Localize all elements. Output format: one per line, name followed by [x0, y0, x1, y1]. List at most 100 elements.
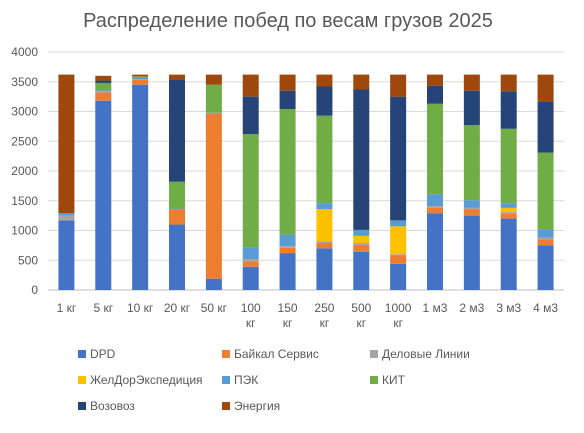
bar-segment [427, 103, 443, 195]
bar-segment [169, 181, 185, 209]
bar-segment [537, 74, 554, 102]
bar-segment [242, 134, 259, 248]
bar-segment [95, 91, 112, 93]
legend-label: Деловые Линии [382, 347, 470, 361]
bar-segment [537, 237, 554, 240]
bar-stack [95, 75, 112, 290]
bar-segment [205, 278, 222, 290]
bar-segment [463, 125, 480, 201]
legend-item: Возовоз [78, 399, 135, 413]
bar-segment [463, 209, 480, 216]
bar-segment [279, 74, 296, 91]
bar-segment [169, 209, 185, 225]
bar-segment [390, 263, 407, 290]
bar-segment [205, 74, 222, 85]
bars [58, 74, 554, 290]
bar-segment [353, 229, 370, 236]
legend: DPD Байкал Сервис Деловые Линии ЖелДорЭкспе… [78, 347, 470, 413]
legend-label: ПЭК [234, 373, 258, 387]
bar-segment [390, 254, 407, 256]
x-tick-label: 5 кг [93, 301, 113, 315]
y-tick-label: 500 [18, 253, 38, 267]
legend-swatch [370, 376, 378, 384]
legend-swatch [222, 402, 230, 410]
legend-label: ЖелДорЭкспедиция [90, 373, 203, 387]
chart-title: Распределение побед по весам грузов 2025 [83, 10, 493, 32]
x-tick-label: 10 кг [127, 301, 154, 315]
bar-segment [205, 112, 222, 114]
bar-segment [242, 96, 259, 135]
bar-segment [390, 226, 407, 255]
bar-segment [537, 229, 554, 238]
x-tick-label: 20 кг [164, 301, 191, 315]
bar-segment [242, 266, 259, 290]
bar-segment [169, 224, 185, 290]
bar-stack [242, 74, 259, 290]
bar-stack [463, 74, 480, 290]
y-tick-label: 2500 [11, 134, 38, 148]
bar-segment [279, 234, 296, 246]
bar-segment [427, 194, 443, 207]
bar-segment [242, 74, 259, 97]
bar-segment [132, 84, 149, 290]
bar-segment [279, 90, 296, 110]
bar-segment [500, 74, 517, 92]
bar-segment [427, 207, 443, 214]
bar-stack [316, 74, 333, 290]
legend-swatch [222, 376, 230, 384]
bar-segment [169, 208, 185, 210]
legend-swatch [78, 402, 86, 410]
bar-segment [132, 76, 149, 78]
bar-segment [500, 207, 517, 213]
bar-segment [242, 261, 259, 267]
x-axis: 1 кг 5 кг 10 кг 20 кг 50 кг 100 кг 150 кг 250 кг 50… [57, 301, 559, 330]
bar-stack [427, 74, 443, 290]
bar-segment [537, 239, 554, 246]
x-tick-label: 1 м3 [423, 301, 448, 315]
bar-segment [500, 128, 517, 204]
bar-segment [537, 152, 554, 230]
x-tick-label: 4 м3 [533, 301, 558, 315]
bar-segment [390, 255, 407, 264]
bar-segment [95, 75, 112, 81]
bar-segment [427, 213, 443, 290]
x-tick-label: 100 кг [241, 301, 261, 330]
bar-segment [58, 74, 75, 214]
legend-label: КИТ [382, 373, 406, 387]
bar-segment [205, 113, 222, 279]
bar-segment [463, 200, 480, 208]
bar-segment [427, 85, 443, 104]
bar-segment [353, 89, 370, 230]
bar-stack [279, 74, 296, 290]
bar-stack [169, 74, 185, 290]
bar-segment [205, 84, 222, 113]
bar-segment [316, 203, 333, 210]
bar-segment [500, 203, 517, 208]
bar-segment [58, 220, 75, 290]
bar-segment [463, 207, 480, 210]
legend-item: Энергия [222, 399, 280, 413]
bar-segment [279, 245, 296, 248]
legend-label: DPD [90, 347, 116, 361]
y-tick-label: 3500 [11, 75, 38, 89]
bar-segment [169, 74, 185, 80]
bar-segment [95, 92, 112, 101]
x-tick-label: 1000 кг [385, 301, 412, 330]
gridlines [48, 51, 564, 291]
bar-segment [279, 247, 296, 254]
bar-stack [132, 74, 149, 290]
legend-item: DPD [78, 347, 116, 361]
x-tick-label: 50 кг [201, 301, 228, 315]
legend-label: Энергия [234, 399, 280, 413]
x-tick-label: 250 кг [314, 301, 334, 330]
bar-segment [316, 74, 333, 87]
bar-segment [242, 259, 259, 262]
bar-segment [95, 80, 112, 83]
bar-segment [500, 91, 517, 129]
bar-segment [95, 90, 112, 92]
bar-segment [537, 245, 554, 290]
bar-segment [390, 96, 407, 221]
y-tick-label: 1500 [11, 194, 38, 208]
bar-segment [279, 109, 296, 235]
